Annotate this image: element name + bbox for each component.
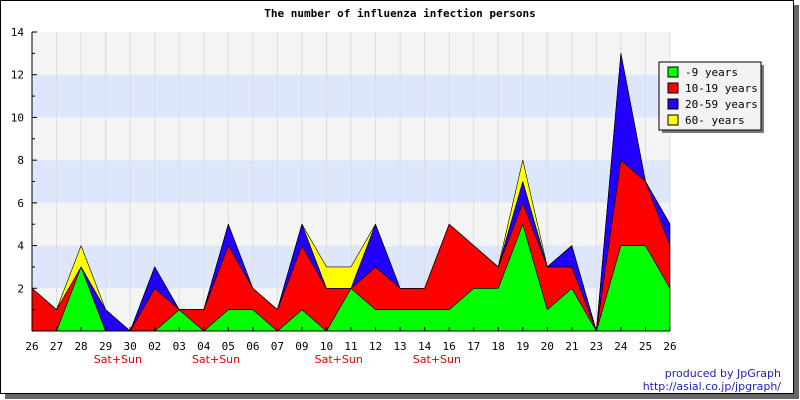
legend-swatch bbox=[667, 66, 679, 78]
legend-label: 20-59 years bbox=[685, 98, 758, 111]
legend-label: 60- years bbox=[685, 114, 745, 127]
x-tick-label: 16 bbox=[443, 340, 456, 353]
x-tick-label: 07 bbox=[271, 340, 284, 353]
x-tick-label: 18 bbox=[492, 340, 505, 353]
x-tick-label: 14 bbox=[418, 340, 432, 353]
x-tick-label: 05 bbox=[222, 340, 235, 353]
x-tick-label: 06 bbox=[246, 340, 259, 353]
y-tick-label: 10 bbox=[11, 111, 24, 124]
weekend-marker-label: Sat+Sun bbox=[192, 353, 240, 366]
x-tick-label: 04 bbox=[197, 340, 211, 353]
weekend-marker-label: Sat+Sun bbox=[315, 353, 363, 366]
x-tick-label: 30 bbox=[124, 340, 137, 353]
legend-swatch bbox=[667, 82, 679, 94]
legend-label: 10-19 years bbox=[685, 82, 758, 95]
x-tick-label: 27 bbox=[50, 340, 63, 353]
chart-title: The number of influenza infection person… bbox=[264, 7, 536, 20]
x-tick-label: 17 bbox=[467, 340, 480, 353]
y-tick-label: 12 bbox=[11, 69, 24, 82]
credit-producer: produced by JpGraph bbox=[664, 367, 781, 380]
y-tick-label: 4 bbox=[17, 240, 24, 253]
x-tick-label: 10 bbox=[320, 340, 333, 353]
x-tick-label: 21 bbox=[565, 340, 578, 353]
x-tick-label: 02 bbox=[148, 340, 161, 353]
x-tick-label: 23 bbox=[590, 340, 603, 353]
x-tick-label: 09 bbox=[295, 340, 308, 353]
x-tick-label: 11 bbox=[344, 340, 357, 353]
x-tick-label: 24 bbox=[614, 340, 628, 353]
credit-url[interactable]: http://asial.co.jp/jpgraph/ bbox=[642, 380, 781, 393]
chart-frame: The number of influenza infection person… bbox=[0, 0, 794, 394]
legend-label: -9 years bbox=[685, 66, 738, 79]
y-tick-label: 2 bbox=[17, 282, 24, 295]
x-tick-label: 26 bbox=[663, 340, 676, 353]
influenza-area-chart: The number of influenza infection person… bbox=[11, 7, 764, 366]
x-tick-label: 26 bbox=[25, 340, 38, 353]
x-tick-label: 20 bbox=[541, 340, 554, 353]
y-tick-label: 14 bbox=[11, 26, 25, 39]
y-tick-label: 6 bbox=[17, 197, 24, 210]
legend: -9 years 10-19 years 20-59 years 60- years bbox=[658, 61, 762, 131]
x-tick-label: 13 bbox=[393, 340, 406, 353]
weekend-marker-label: Sat+Sun bbox=[413, 353, 461, 366]
x-tick-label: 25 bbox=[639, 340, 652, 353]
x-tick-label: 28 bbox=[74, 340, 87, 353]
x-tick-label: 19 bbox=[516, 340, 529, 353]
legend-swatch bbox=[667, 98, 679, 110]
y-tick-label: 8 bbox=[17, 154, 24, 167]
area-series-4 bbox=[31, 53, 671, 332]
x-tick-label: 03 bbox=[173, 340, 186, 353]
legend-swatch bbox=[667, 114, 679, 126]
x-tick-label: 12 bbox=[369, 340, 382, 353]
x-tick-label: 29 bbox=[99, 340, 112, 353]
weekend-marker-label: Sat+Sun bbox=[94, 353, 142, 366]
